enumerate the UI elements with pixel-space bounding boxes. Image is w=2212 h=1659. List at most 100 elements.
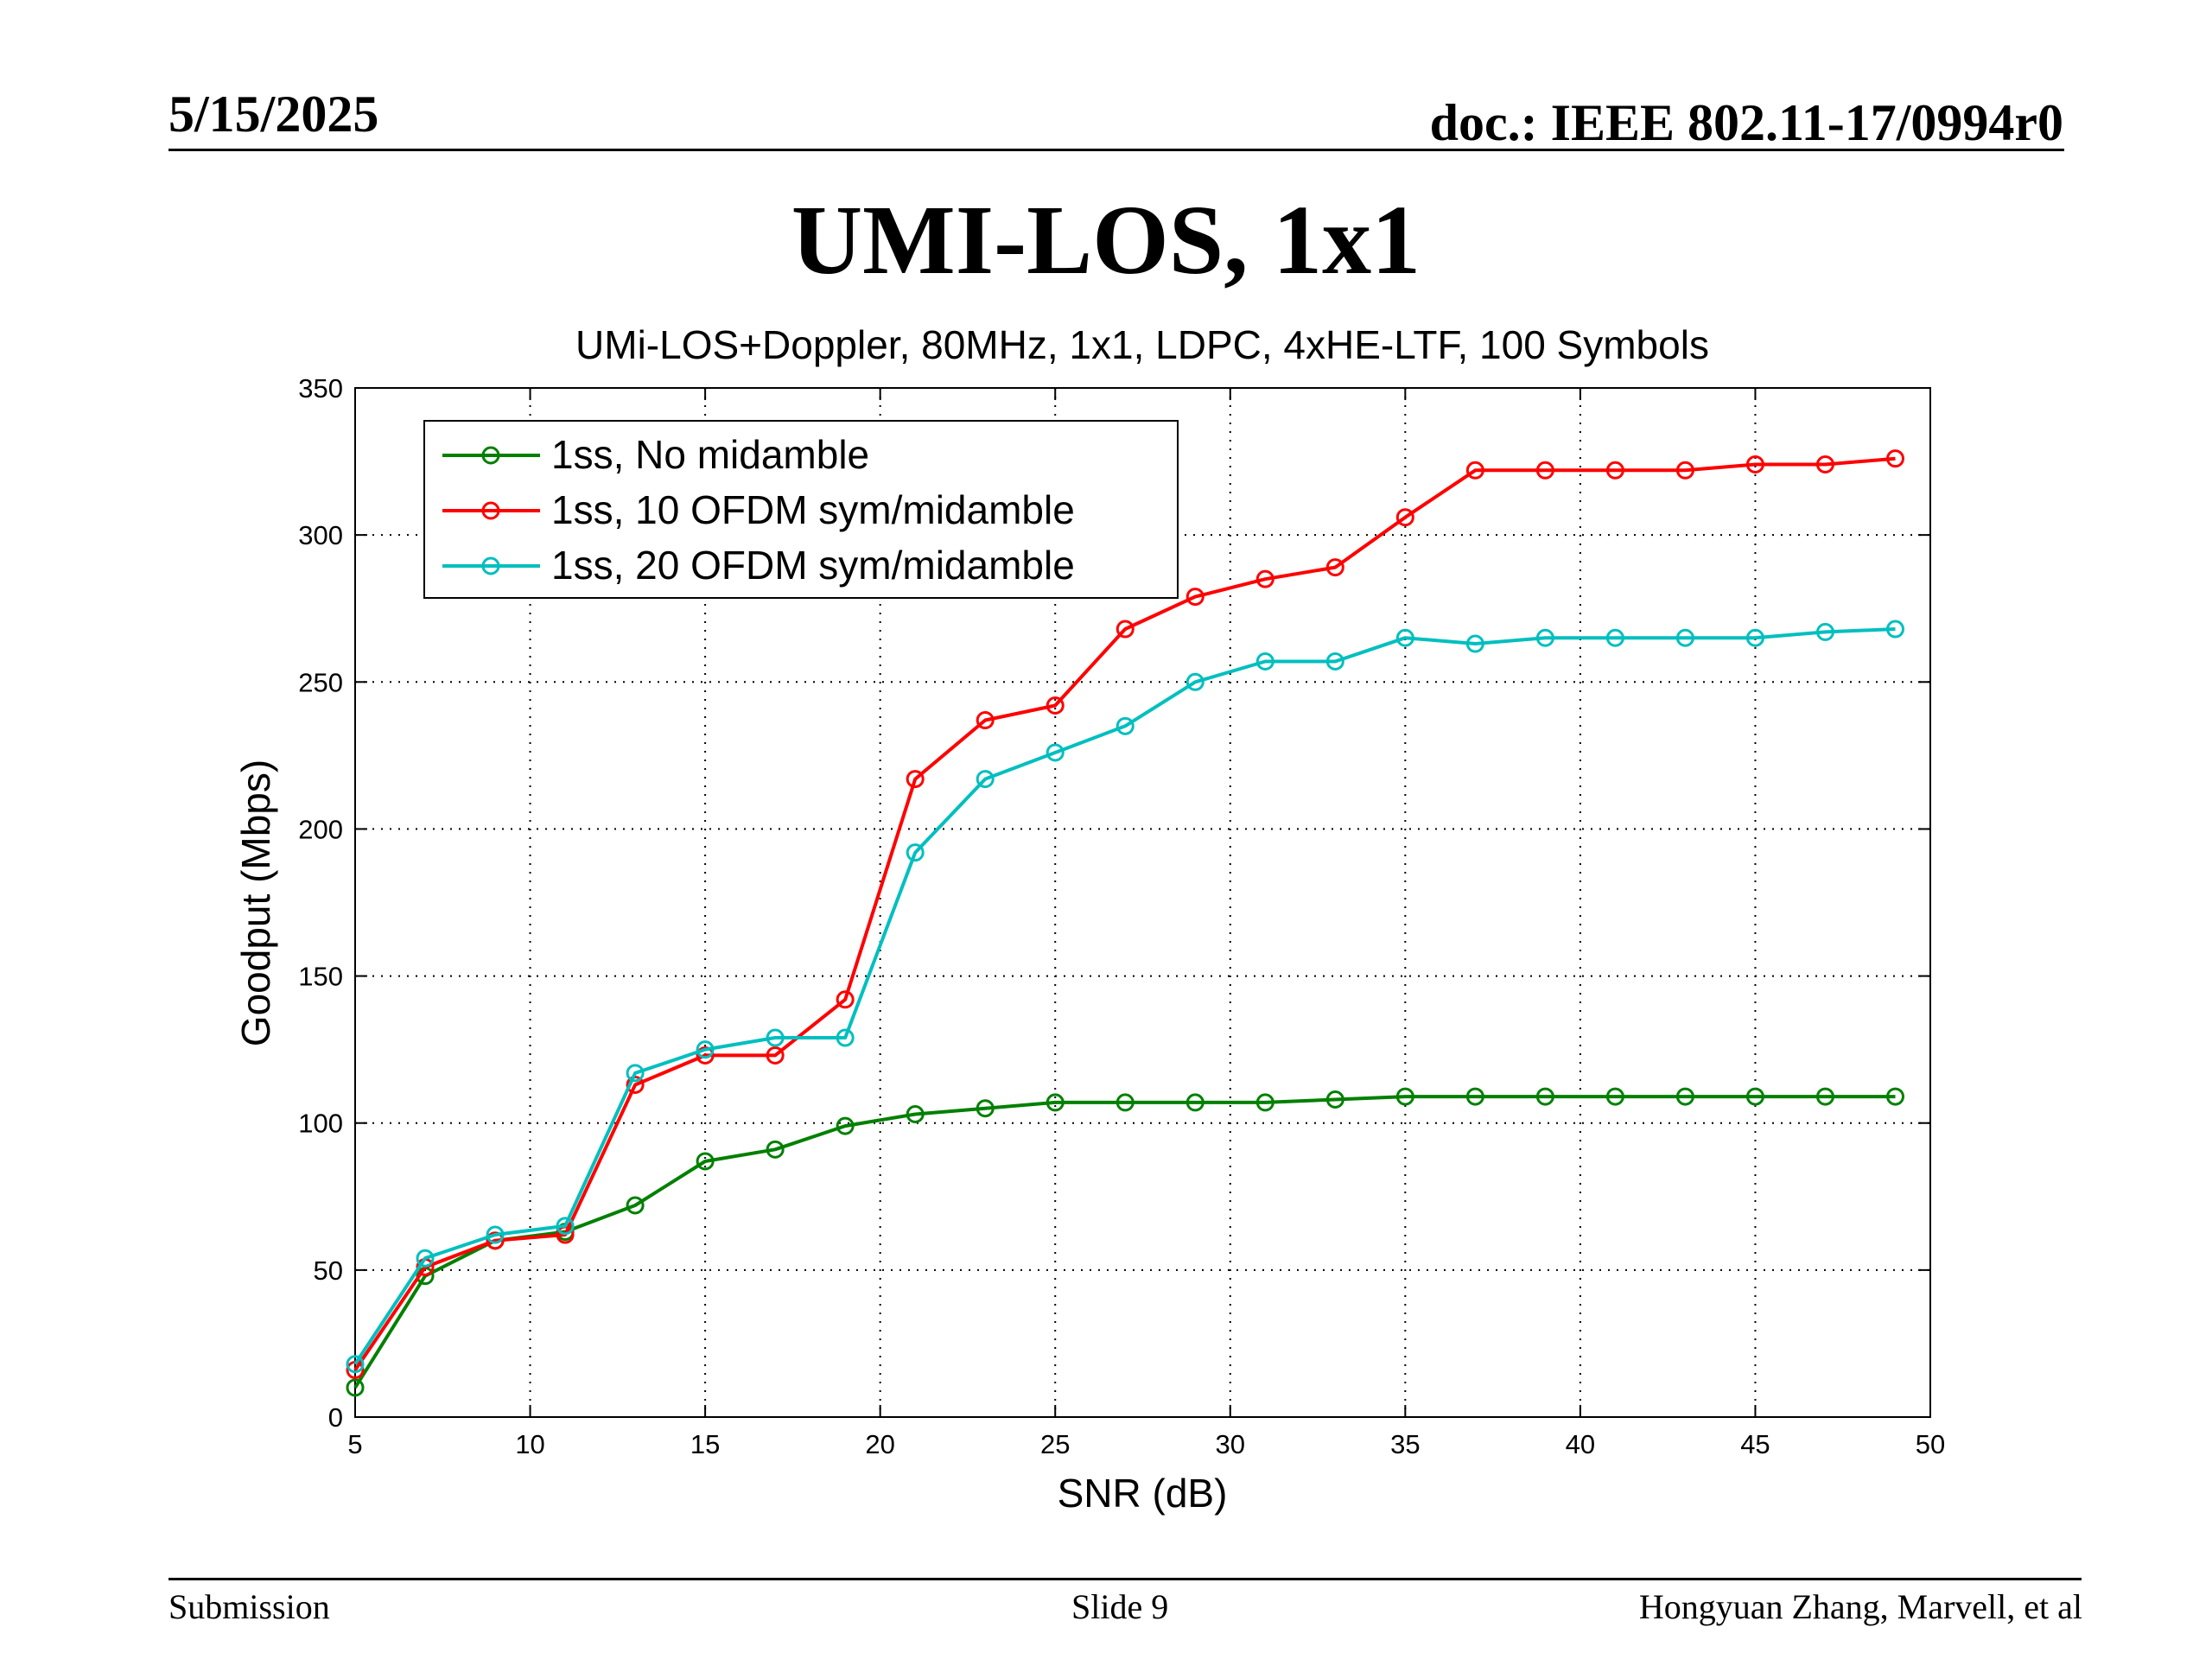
- data-point: [976, 1099, 995, 1118]
- data-point: [766, 1028, 785, 1047]
- data-point: [1325, 652, 1344, 671]
- footer-authors: Hongyuan Zhang, Marvell, et al: [1638, 1587, 2082, 1626]
- x-tick-label: 20: [865, 1429, 894, 1459]
- data-point: [1465, 1087, 1484, 1106]
- series-1: [346, 1087, 1904, 1397]
- x-tick-label: 45: [1740, 1429, 1770, 1459]
- data-point: [346, 1355, 365, 1374]
- y-tick-label: 0: [328, 1402, 343, 1433]
- legend-label: 1ss, 20 OFDM sym/midamble: [551, 543, 1075, 588]
- data-point: [766, 1046, 785, 1065]
- legend-items: 1ss, No midamble 1ss, 10 OFDM sym/midambl…: [442, 432, 1075, 588]
- legend: 1ss, No midamble 1ss, 10 OFDM sym/midambl…: [423, 420, 1179, 599]
- data-point: [1325, 558, 1344, 577]
- x-tick-label: 35: [1390, 1429, 1420, 1459]
- data-point: [1675, 628, 1694, 647]
- data-point: [906, 770, 925, 789]
- data-point: [1255, 1093, 1274, 1112]
- data-point: [1675, 1087, 1694, 1106]
- legend-box: [423, 420, 1179, 599]
- data-point: [906, 1105, 925, 1124]
- data-point: [556, 1217, 575, 1236]
- header-date: 5/15/2025: [168, 86, 379, 143]
- data-point: [1465, 461, 1484, 480]
- data-point: [1185, 1093, 1205, 1112]
- legend-label: 1ss, 10 OFDM sym/midamble: [551, 487, 1075, 532]
- x-tick-label: 15: [690, 1429, 720, 1459]
- data-point: [1116, 716, 1135, 735]
- data-point: [1255, 652, 1274, 671]
- data-point: [1535, 628, 1554, 647]
- legend-item: 1ss, No midamble: [442, 432, 869, 477]
- data-point: [1815, 1087, 1834, 1106]
- data-point: [1745, 454, 1764, 474]
- data-point: [1745, 1087, 1764, 1106]
- legend-swatch-marker: [481, 556, 500, 575]
- x-axis-ticks: 5 10 15 20 25 30 35 40 45 50: [347, 388, 1945, 1459]
- legend-swatch-marker: [481, 501, 500, 520]
- y-tick-label: 200: [298, 814, 343, 844]
- y-tick-label: 350: [298, 373, 343, 404]
- header-doc-id: doc.: IEEE 802.11-17/0994r0: [1429, 94, 2063, 151]
- header-rule: [168, 149, 2064, 151]
- x-tick-label: 5: [347, 1429, 362, 1459]
- data-point: [1465, 634, 1484, 653]
- data-point: [976, 770, 995, 789]
- data-point: [1116, 1093, 1135, 1112]
- footer-submission: Submission: [168, 1587, 330, 1626]
- data-point: [1815, 622, 1834, 641]
- data-point: [696, 1046, 715, 1065]
- x-tick-label: 50: [1916, 1429, 1945, 1459]
- y-tick-label: 150: [298, 962, 343, 992]
- data-point: [1535, 461, 1554, 480]
- data-point: [1395, 1087, 1414, 1106]
- data-point: [1535, 1087, 1554, 1106]
- data-point: [1395, 628, 1414, 647]
- footer-slide-number: Slide 9: [1071, 1587, 1169, 1626]
- data-point: [486, 1225, 505, 1244]
- data-point: [836, 1028, 855, 1047]
- legend-swatch-marker: [481, 446, 500, 465]
- data-point: [976, 711, 995, 730]
- series-line: [353, 456, 1896, 1371]
- data-point: [416, 1249, 435, 1268]
- y-tick-label: 300: [298, 520, 343, 550]
- series-group: [346, 449, 1904, 1397]
- data-point: [1605, 461, 1624, 480]
- series-line: [353, 1095, 1896, 1389]
- plot-frame: [354, 387, 1931, 1418]
- data-point: [696, 1040, 715, 1059]
- data-point: [1185, 588, 1205, 607]
- footer-rule: [168, 1578, 2082, 1580]
- data-point: [1605, 1087, 1624, 1106]
- data-point: [626, 1196, 645, 1215]
- y-axis-label: Goodput (Mbps): [233, 760, 278, 1046]
- data-point: [836, 1116, 855, 1135]
- data-point: [346, 1378, 365, 1397]
- data-point: [626, 1064, 645, 1083]
- series-line: [353, 627, 1896, 1365]
- data-point: [486, 1231, 505, 1250]
- data-point: [766, 1140, 785, 1159]
- data-point: [1255, 569, 1274, 588]
- data-point: [1185, 672, 1205, 691]
- legend-item: 1ss, 10 OFDM sym/midamble: [442, 487, 1075, 532]
- data-point: [1116, 620, 1135, 639]
- data-point: [1885, 1087, 1904, 1106]
- x-axis-label: SNR (dB): [1058, 1471, 1228, 1516]
- x-tick-label: 30: [1216, 1429, 1245, 1459]
- legend-item: 1ss, 20 OFDM sym/midamble: [442, 543, 1075, 588]
- y-tick-label: 50: [314, 1255, 343, 1286]
- data-point: [906, 843, 925, 862]
- data-point: [1046, 1093, 1065, 1112]
- y-tick-label: 250: [298, 667, 343, 697]
- data-point: [696, 1152, 715, 1171]
- data-point: [1885, 449, 1904, 468]
- data-point: [1395, 508, 1414, 527]
- legend-label: 1ss, No midamble: [551, 432, 869, 477]
- data-point: [1046, 696, 1065, 715]
- data-point: [1675, 461, 1694, 480]
- chart-title: UMi-LOS+Doppler, 80MHz, 1x1, LDPC, 4xHE-…: [575, 322, 1709, 367]
- y-tick-label: 100: [298, 1109, 343, 1139]
